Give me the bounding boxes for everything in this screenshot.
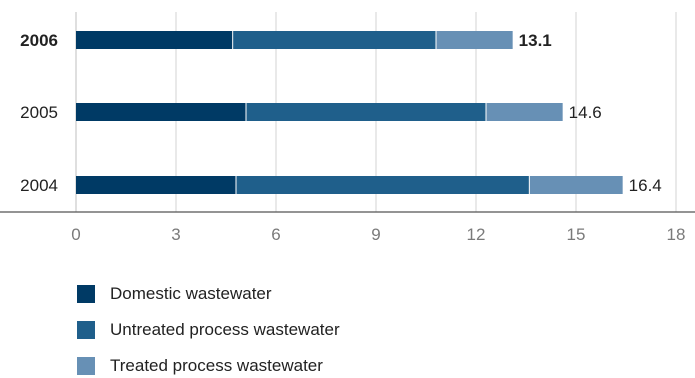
legend-label: Treated process wastewater <box>110 355 323 375</box>
x-tick-label-0: 0 <box>71 225 80 244</box>
x-tick-label-15: 15 <box>567 225 586 244</box>
bar-2004-series-3 <box>529 176 623 194</box>
legend-item-3: Treated process wastewater <box>77 356 340 375</box>
legend-item-1: Domestic wastewater <box>77 284 340 303</box>
legend-swatch <box>77 356 95 375</box>
bar-2006-series-1 <box>76 31 233 49</box>
x-tick-label-12: 12 <box>467 225 486 244</box>
legend-swatch <box>77 320 95 339</box>
legend-swatch <box>77 284 95 303</box>
x-tick-label-18: 18 <box>667 225 686 244</box>
x-tick-label-9: 9 <box>371 225 380 244</box>
legend-label: Untreated process wastewater <box>110 319 340 339</box>
total-label-2006: 13.1 <box>519 31 552 50</box>
chart-legend: Domestic wastewater Untreated process was… <box>77 284 340 375</box>
bar-2006-series-2 <box>232 31 436 49</box>
bar-2005-series-2 <box>246 103 486 121</box>
legend-label: Domestic wastewater <box>110 283 272 303</box>
total-label-2005: 14.6 <box>569 103 602 122</box>
category-label-2006: 2006 <box>20 31 58 50</box>
bar-2006-series-3 <box>436 31 513 49</box>
x-tick-label-6: 6 <box>271 225 280 244</box>
category-label-2004: 2004 <box>20 176 58 195</box>
bar-2004-series-2 <box>236 176 530 194</box>
legend-item-2: Untreated process wastewater <box>77 320 340 339</box>
bar-2005-series-3 <box>486 103 563 121</box>
wastewater-bar-chart: 2006 13.1 2005 14.6 2004 16.4 0 3 6 9 12 15 18 <box>0 12 695 244</box>
bar-2004-series-1 <box>76 176 236 194</box>
total-label-2004: 16.4 <box>629 176 662 195</box>
bar-2005-series-1 <box>76 103 246 121</box>
x-tick-label-3: 3 <box>171 225 180 244</box>
category-label-2005: 2005 <box>20 103 58 122</box>
